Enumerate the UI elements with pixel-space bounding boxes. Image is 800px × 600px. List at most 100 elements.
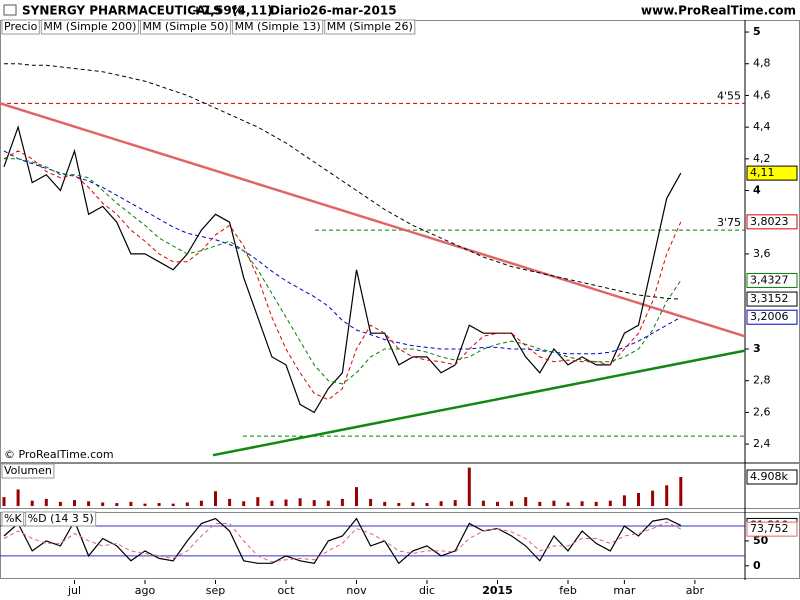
legend-entry: Precio xyxy=(4,20,38,33)
value-box xyxy=(746,521,798,537)
x-tick-label: oct xyxy=(277,584,295,597)
volume-bar xyxy=(496,501,499,507)
volume-bar xyxy=(538,501,542,507)
level-label: 4'55 xyxy=(717,89,741,102)
legend-box xyxy=(1,463,55,479)
volume-bar xyxy=(467,467,471,507)
y-tick-label: 2,6 xyxy=(753,405,771,418)
volume-bar xyxy=(2,497,6,507)
volume-bar xyxy=(185,502,189,507)
watermark: © ProRealTime.com xyxy=(4,448,114,461)
last-value-label: 3,4327 xyxy=(750,273,789,286)
stock-title: SYNERGY PHARMACEUTICALS xyxy=(22,4,222,18)
value-box xyxy=(746,272,798,288)
x-tick-label: nov xyxy=(346,584,367,597)
volume-bar xyxy=(214,491,217,507)
x-tick-label: 2015 xyxy=(482,584,513,597)
x-tick-label: mar xyxy=(613,584,635,597)
volume-bar xyxy=(171,503,175,507)
level-label: 3'75 xyxy=(717,216,741,229)
volume-bar xyxy=(73,500,76,507)
series-line xyxy=(4,63,681,300)
volume-bar xyxy=(87,501,91,507)
volume-bar xyxy=(143,503,147,507)
y-tick-label: 2,8 xyxy=(753,374,771,387)
y-tick-label: 4,6 xyxy=(753,88,771,101)
last-value-label: 4,11 xyxy=(750,166,775,179)
x-tick-label: feb xyxy=(559,584,577,597)
volume-bar xyxy=(340,498,344,507)
y-tick-label: 3 xyxy=(753,342,761,355)
value-box xyxy=(746,469,798,485)
volume-bar xyxy=(284,499,288,507)
last-value-label: 3,8023 xyxy=(750,215,789,228)
trendline xyxy=(0,102,746,338)
volume-bar xyxy=(312,500,316,507)
x-tick-label: jul xyxy=(67,584,81,597)
value-box xyxy=(746,291,798,307)
legend-box xyxy=(139,19,232,35)
legend-entry: MM (Simple 26) xyxy=(327,20,413,33)
volume-bar xyxy=(270,500,274,507)
volume-bar xyxy=(397,503,401,507)
volume-bar xyxy=(44,498,48,507)
volume-bar xyxy=(439,501,443,507)
volume-bar xyxy=(355,487,358,507)
volume-bar xyxy=(566,502,570,507)
volume-bar xyxy=(481,500,485,507)
volume-bar xyxy=(326,500,330,507)
volume-bar xyxy=(199,500,203,507)
legend-entry: %K xyxy=(4,512,22,525)
volume-bar xyxy=(594,501,598,507)
y-tick-label: 50 xyxy=(753,534,769,547)
y-tick-label: 4,4 xyxy=(753,120,771,133)
date: 26-mar-2015 xyxy=(310,4,397,18)
legend-entry: MM (Simple 50) xyxy=(142,20,228,33)
series-line xyxy=(4,158,682,385)
volume-bar xyxy=(580,501,584,507)
value-box xyxy=(746,214,798,230)
volume-bar xyxy=(524,497,528,507)
value-box xyxy=(746,309,798,325)
y-tick-label: 0 xyxy=(753,559,761,572)
legend-box xyxy=(25,511,97,527)
legend-box xyxy=(1,19,40,35)
volume-bar xyxy=(510,501,514,507)
volume-bar xyxy=(679,476,683,507)
volume-bar xyxy=(411,502,415,507)
volume-bar xyxy=(58,501,62,507)
y-tick-label: 2,4 xyxy=(753,437,771,450)
volume-bar xyxy=(425,503,429,507)
volume-bar xyxy=(228,498,232,507)
series-line xyxy=(3,150,682,355)
series-line xyxy=(3,521,682,563)
x-tick-label: dic xyxy=(419,584,435,597)
legend-entry: MM (Simple 13) xyxy=(235,20,321,33)
volume-bar xyxy=(651,490,655,507)
period: Diario xyxy=(270,4,310,18)
y-tick-label: 4 xyxy=(753,184,761,197)
volume-bar xyxy=(608,500,612,507)
volume-bar xyxy=(115,503,119,507)
volume-bar xyxy=(665,485,669,507)
volume-bar xyxy=(369,498,373,507)
last-value-label: 73,752 xyxy=(750,522,789,535)
series-line xyxy=(3,150,682,401)
menu-icon[interactable] xyxy=(3,4,17,16)
x-tick-label: sep xyxy=(206,584,225,597)
volume-bar xyxy=(298,498,302,507)
volume-bar xyxy=(552,500,556,507)
volume-bar xyxy=(256,497,260,507)
volume-bar xyxy=(157,503,161,507)
change: +7,59% xyxy=(192,4,244,18)
legend-entry: Volumen xyxy=(4,464,52,477)
last-value-label: 3,2006 xyxy=(750,310,789,323)
volume-bar xyxy=(16,489,20,507)
legend-box xyxy=(1,511,25,527)
value-box xyxy=(746,165,798,181)
legend-entry: MM (Simple 200) xyxy=(43,20,136,33)
legend-box xyxy=(40,19,139,35)
y-tick-label: 3,6 xyxy=(753,247,771,260)
